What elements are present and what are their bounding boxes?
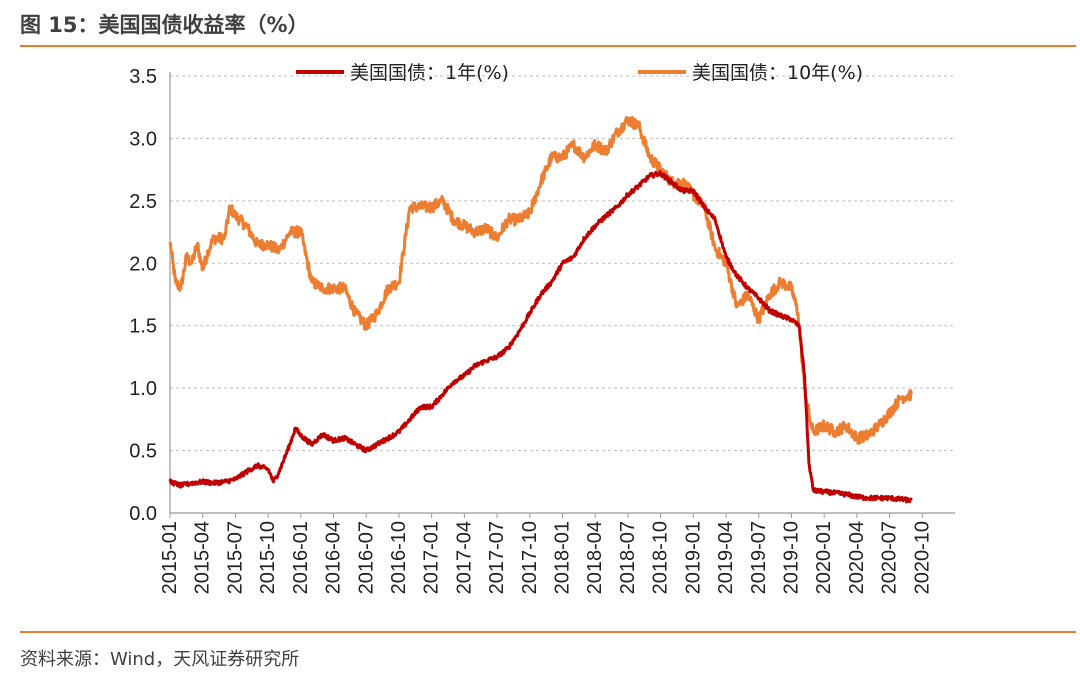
x-tick-label: 2016-01: [290, 521, 312, 594]
x-tick-label: 2020-01: [813, 521, 835, 594]
x-tick-label: 2015-07: [224, 521, 246, 594]
y-tick-label: 1.0: [129, 378, 157, 400]
x-tick-label: 2017-04: [453, 521, 475, 594]
x-tick-label: 2020-07: [879, 521, 901, 594]
x-tick-label: 2017-10: [519, 521, 541, 594]
figure-title: 图 15：美国国债收益率（%）: [20, 13, 309, 37]
x-tick-label: 2020-10: [911, 521, 933, 594]
x-tick-label: 2018-10: [650, 521, 672, 594]
y-tick-label: 3.0: [129, 128, 157, 150]
x-tick-label: 2018-04: [584, 521, 606, 594]
y-tick-label: 1.5: [129, 316, 157, 338]
axes: [169, 72, 955, 518]
source-rule: [20, 631, 1076, 633]
legend-label: 美国国债：10年(%): [692, 62, 863, 84]
line-chart: 0.00.51.01.52.02.53.03.5 2015-01 2015-04 2…: [129, 62, 955, 594]
y-tick-labels: 0.0 0.5 1.0 1.5 2.0 2.5 3.0 3.5: [129, 66, 157, 525]
x-tick-label: 2017-01: [421, 521, 443, 594]
y-tick-label: 3.5: [129, 66, 157, 88]
x-tick-label: 2019-01: [682, 521, 704, 594]
series-lines: [168, 116, 913, 504]
y-tick-label: 0.5: [129, 441, 157, 463]
x-tick-label: 2019-04: [715, 521, 737, 594]
x-tick-label: 2015-10: [257, 521, 279, 594]
legend: 美国国债：1年(%) 美国国债：10年(%): [296, 62, 863, 84]
x-tick-label: 2016-07: [355, 521, 377, 594]
series-1y-line: [168, 170, 913, 504]
x-tick-label: 2016-10: [388, 521, 410, 594]
x-tick-label: 2019-10: [780, 521, 802, 594]
y-tick-label: 2.0: [129, 253, 157, 275]
x-tick-label: 2016-04: [323, 521, 345, 594]
x-tick-label: 2015-01: [159, 521, 181, 594]
x-tick-label: 2019-07: [748, 521, 770, 594]
y-tick-label: 0.0: [129, 503, 157, 525]
x-tick-label: 2018-07: [617, 521, 639, 594]
series-10y-line: [168, 116, 913, 445]
x-tick-label: 2018-01: [552, 521, 574, 594]
x-tick-label: 2017-07: [486, 521, 508, 594]
legend-label: 美国国债：1年(%): [350, 62, 509, 84]
x-tick-label: 2020-04: [846, 521, 868, 594]
x-tick-label: 2015-04: [192, 521, 214, 594]
x-tick-labels: 2015-01 2015-04 2015-07 2015-10 2016-01 2016-…: [159, 521, 933, 594]
title-rule: [20, 45, 1076, 47]
y-tick-label: 2.5: [129, 191, 157, 213]
source-note: 资料来源：Wind，天风证券研究所: [20, 649, 300, 670]
